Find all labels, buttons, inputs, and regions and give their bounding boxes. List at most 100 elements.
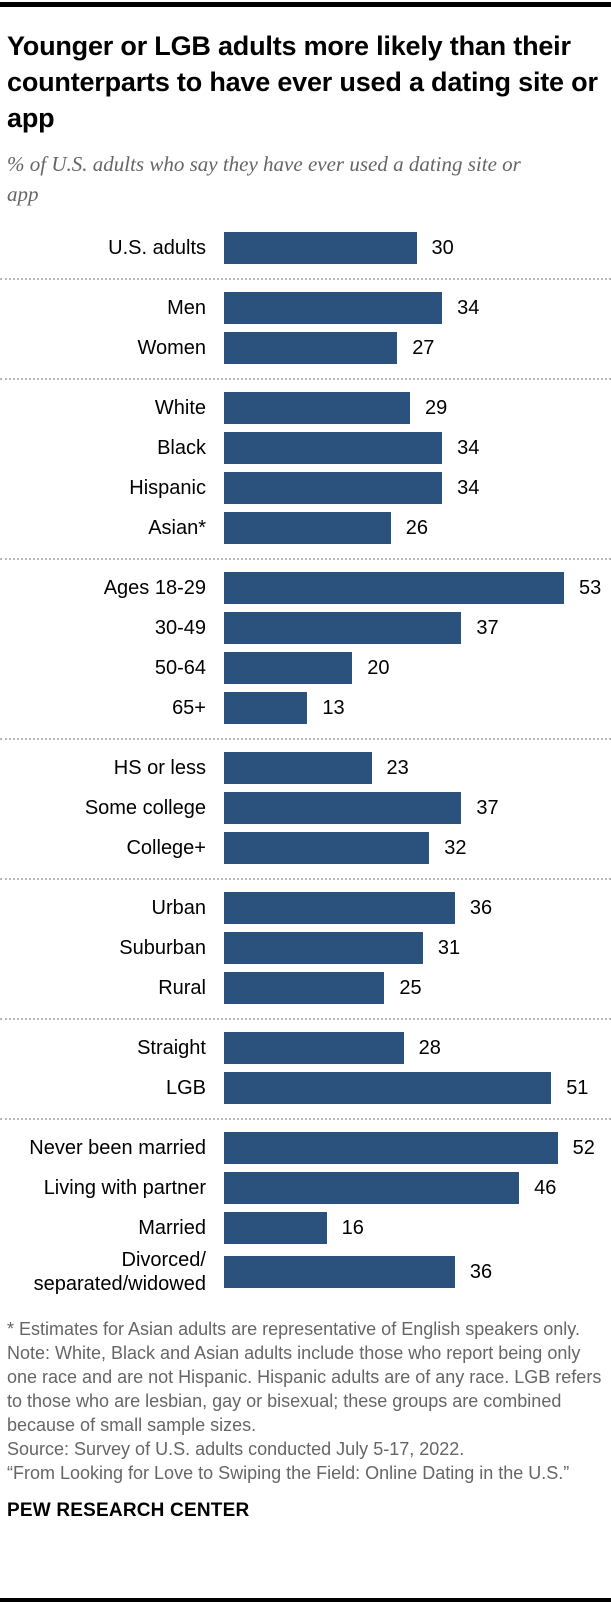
bar	[224, 652, 353, 684]
chart-group-overall: U.S. adults 30	[0, 220, 611, 278]
row-label: Never been married	[29, 1137, 206, 1159]
bar-row: College+ 32	[0, 828, 611, 868]
bar-row: Never been married 52	[0, 1128, 611, 1168]
row-label: Straight	[137, 1037, 206, 1059]
chart-group-race-ethnicity: White 29 Black 34 Hispanic 34 Asian* 26	[0, 378, 611, 558]
row-label: U.S. adults	[108, 237, 206, 259]
bar	[224, 1212, 327, 1244]
bottom-rule	[0, 1598, 611, 1602]
value-label: 52	[572, 1136, 595, 1159]
value-label: 46	[534, 1176, 557, 1199]
bar-row: Asian* 26	[0, 508, 611, 548]
row-label: Living with partner	[43, 1177, 206, 1199]
bar	[224, 392, 410, 424]
row-label: Rural	[158, 977, 206, 999]
bar	[224, 1032, 404, 1064]
bar-row: Women 27	[0, 328, 611, 368]
pew-brand: PEW RESEARCH CENTER	[7, 1500, 250, 1521]
row-label: College+	[126, 837, 206, 859]
bar	[224, 292, 443, 324]
bar	[224, 572, 564, 604]
value-label: 36	[469, 896, 493, 919]
row-label: White	[154, 397, 206, 419]
row-label: Some college	[84, 797, 206, 819]
value-label: 28	[418, 1036, 441, 1059]
bar-row: Suburban 31	[0, 928, 611, 968]
bar	[224, 1172, 520, 1204]
value-label: 26	[405, 516, 429, 539]
bar	[224, 472, 443, 504]
footnote: Note: White, Black and Asian adults incl…	[7, 1343, 602, 1435]
bar-row: 65+ 13	[0, 688, 611, 728]
value-label: 29	[425, 396, 448, 419]
bar	[224, 232, 417, 264]
bar-row: Men 34	[0, 288, 611, 328]
value-label: 13	[322, 696, 345, 719]
value-label: 34	[457, 476, 480, 499]
row-label: Married	[138, 1217, 206, 1239]
bar-chart: U.S. adults 30 Men 34 Women 27 White 29 Black 34 H…	[0, 220, 611, 1306]
bar	[224, 1132, 558, 1164]
row-label: Men	[167, 297, 206, 319]
bar-row: Divorced/separated/widowed 36	[0, 1248, 611, 1296]
footnote: Source: Survey of U.S. adults conducted …	[7, 1439, 465, 1459]
row-label: 30-49	[154, 617, 206, 639]
row-label: 50-64	[154, 657, 206, 679]
bar	[224, 1072, 552, 1104]
bar-row: White 29	[0, 388, 611, 428]
bar-row: Urban 36	[0, 888, 611, 928]
chart-group-sexual-orientation: Straight 28 LGB 51	[0, 1018, 611, 1118]
value-label: 37	[476, 796, 499, 819]
bar	[224, 432, 443, 464]
bar	[224, 972, 385, 1004]
bar-row: U.S. adults 30	[0, 228, 611, 268]
chart-group-age: Ages 18-29 53 30-49 37 50-64 20 65+ 13	[0, 558, 611, 738]
row-label: Suburban	[119, 937, 206, 959]
row-label: Asian*	[148, 517, 206, 539]
value-label: 27	[412, 336, 435, 359]
chart-subtitle: % of U.S. adults who say they have ever …	[7, 152, 521, 206]
value-label: 37	[476, 616, 499, 639]
footnote: “From Looking for Love to Swiping the Fi…	[7, 1463, 570, 1483]
bar-row: Some college 37	[0, 788, 611, 828]
bar-row: Straight 28	[0, 1028, 611, 1068]
bar	[224, 612, 462, 644]
bar	[224, 932, 423, 964]
bar-row: 50-64 20	[0, 648, 611, 688]
bar-row: Ages 18-29 53	[0, 568, 611, 608]
chart-group-marital-status: Never been married 52 Living with partner 4…	[0, 1118, 611, 1306]
bar	[224, 692, 308, 724]
value-label: 32	[444, 836, 467, 859]
row-label: Divorced/separated/widowed	[33, 1249, 206, 1295]
value-label: 30	[431, 236, 454, 259]
bar-row: Married 16	[0, 1208, 611, 1248]
bar-row: 30-49 37	[0, 608, 611, 648]
row-label: HS or less	[113, 757, 206, 779]
value-label: 23	[386, 756, 409, 779]
page-title: Younger or LGB adults more likely than t…	[7, 31, 598, 133]
bar	[224, 892, 455, 924]
value-label: 34	[457, 436, 480, 459]
value-label: 31	[437, 936, 461, 959]
value-label: 36	[469, 1260, 493, 1283]
row-label: Hispanic	[129, 477, 206, 499]
bar-row: Black 34	[0, 428, 611, 468]
row-label: 65+	[172, 697, 206, 719]
row-label: Ages 18-29	[103, 577, 206, 599]
bar	[224, 512, 391, 544]
bar	[224, 332, 398, 364]
bar	[224, 792, 462, 824]
chart-group-gender: Men 34 Women 27	[0, 278, 611, 378]
footnotes: * Estimates for Asian adults are represe…	[0, 1317, 611, 1485]
footnote: * Estimates for Asian adults are represe…	[7, 1319, 580, 1339]
bar-row: HS or less 23	[0, 748, 611, 788]
bar-row: LGB 51	[0, 1068, 611, 1108]
bar-row: Hispanic 34	[0, 468, 611, 508]
value-label: 25	[399, 976, 422, 999]
bar	[224, 1256, 455, 1288]
value-label: 51	[566, 1076, 589, 1099]
bar-row: Rural 25	[0, 968, 611, 1008]
top-rule	[0, 2, 611, 7]
row-label: LGB	[165, 1077, 206, 1099]
bar-row: Living with partner 46	[0, 1168, 611, 1208]
